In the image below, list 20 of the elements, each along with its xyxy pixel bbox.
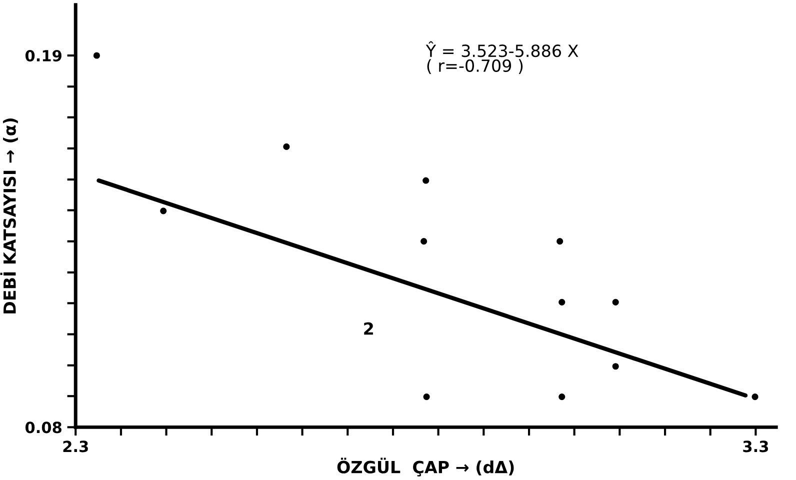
- point: [612, 298, 619, 306]
- x-axis-title: ÖZGÜL ÇAP → (dΔ): [337, 458, 514, 476]
- point: [558, 298, 566, 306]
- point: [160, 208, 167, 214]
- y-tick-label: 0.08: [25, 422, 62, 434]
- point: [558, 393, 566, 400]
- point: [556, 238, 564, 245]
- point: [752, 393, 758, 400]
- point: [422, 177, 430, 184]
- point: [612, 363, 619, 370]
- point: [423, 393, 430, 400]
- annotation: 2: [364, 322, 373, 335]
- y-axis-title: DEBİ KATSAYISI → (α): [0, 118, 18, 314]
- annotation: Ŷ = 3.523-5.886 X ( r=-0.709 ): [426, 41, 578, 74]
- y-tick-label: 0.19: [25, 50, 62, 62]
- x-tick-label: 3.3: [743, 440, 768, 452]
- point: [93, 52, 100, 59]
- point: [283, 143, 290, 150]
- point: [420, 238, 428, 245]
- x-tick-label: 2.3: [63, 440, 88, 452]
